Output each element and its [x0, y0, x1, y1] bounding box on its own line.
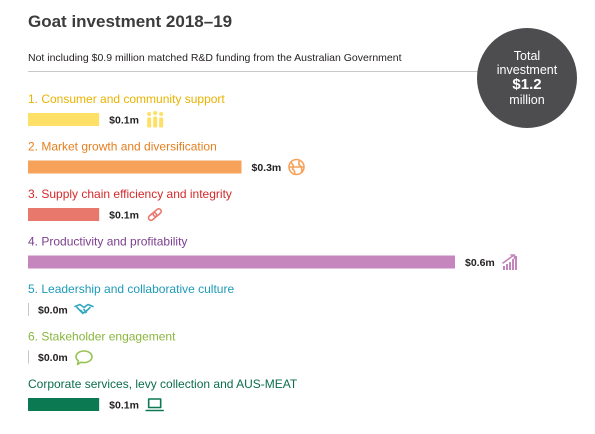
growth-chart-icon: [502, 254, 517, 270]
total-line-1: Total: [513, 48, 541, 63]
header-divider: [28, 71, 484, 72]
chart-title: Goat investment 2018–19: [28, 12, 233, 31]
bar: [28, 160, 242, 174]
category-label: Corporate services, levy collection and …: [28, 377, 298, 391]
bar: [28, 113, 100, 126]
chart-subtitle: Not including $0.9 million matched R&D f…: [28, 52, 402, 64]
value-label: $0.1m: [109, 210, 139, 222]
total-value: $1.2: [512, 75, 542, 93]
total-investment-badge: Total investment $1.2 million: [477, 28, 577, 128]
speech-bubble-icon: [75, 350, 93, 366]
category-label: 2. Market growth and diversification: [28, 140, 217, 154]
bar: [28, 398, 100, 411]
category-label: 6. Stakeholder engagement: [28, 330, 176, 344]
category-label: 5. Leadership and collaborative culture: [28, 282, 234, 296]
bar: [28, 208, 100, 221]
bar: [28, 255, 455, 269]
total-unit: million: [509, 93, 545, 108]
globe-icon: [288, 158, 305, 176]
handshake-icon: [74, 303, 94, 315]
value-label: $0.6m: [465, 257, 495, 269]
category-label: 1. Consumer and community support: [28, 92, 225, 106]
value-label: $0.0m: [38, 352, 68, 364]
people-icon: [147, 111, 164, 128]
category-label: 4. Productivity and profitability: [28, 235, 187, 249]
laptop-icon: [145, 398, 164, 412]
value-label: $0.0m: [38, 305, 68, 317]
total-line-2: investment: [496, 62, 558, 77]
chain-link-icon: [147, 208, 163, 222]
value-label: $0.1m: [109, 400, 139, 412]
value-label: $0.1m: [109, 115, 139, 127]
value-label: $0.3m: [252, 162, 282, 174]
category-label: 3. Supply chain efficiency and integrity: [28, 187, 232, 201]
